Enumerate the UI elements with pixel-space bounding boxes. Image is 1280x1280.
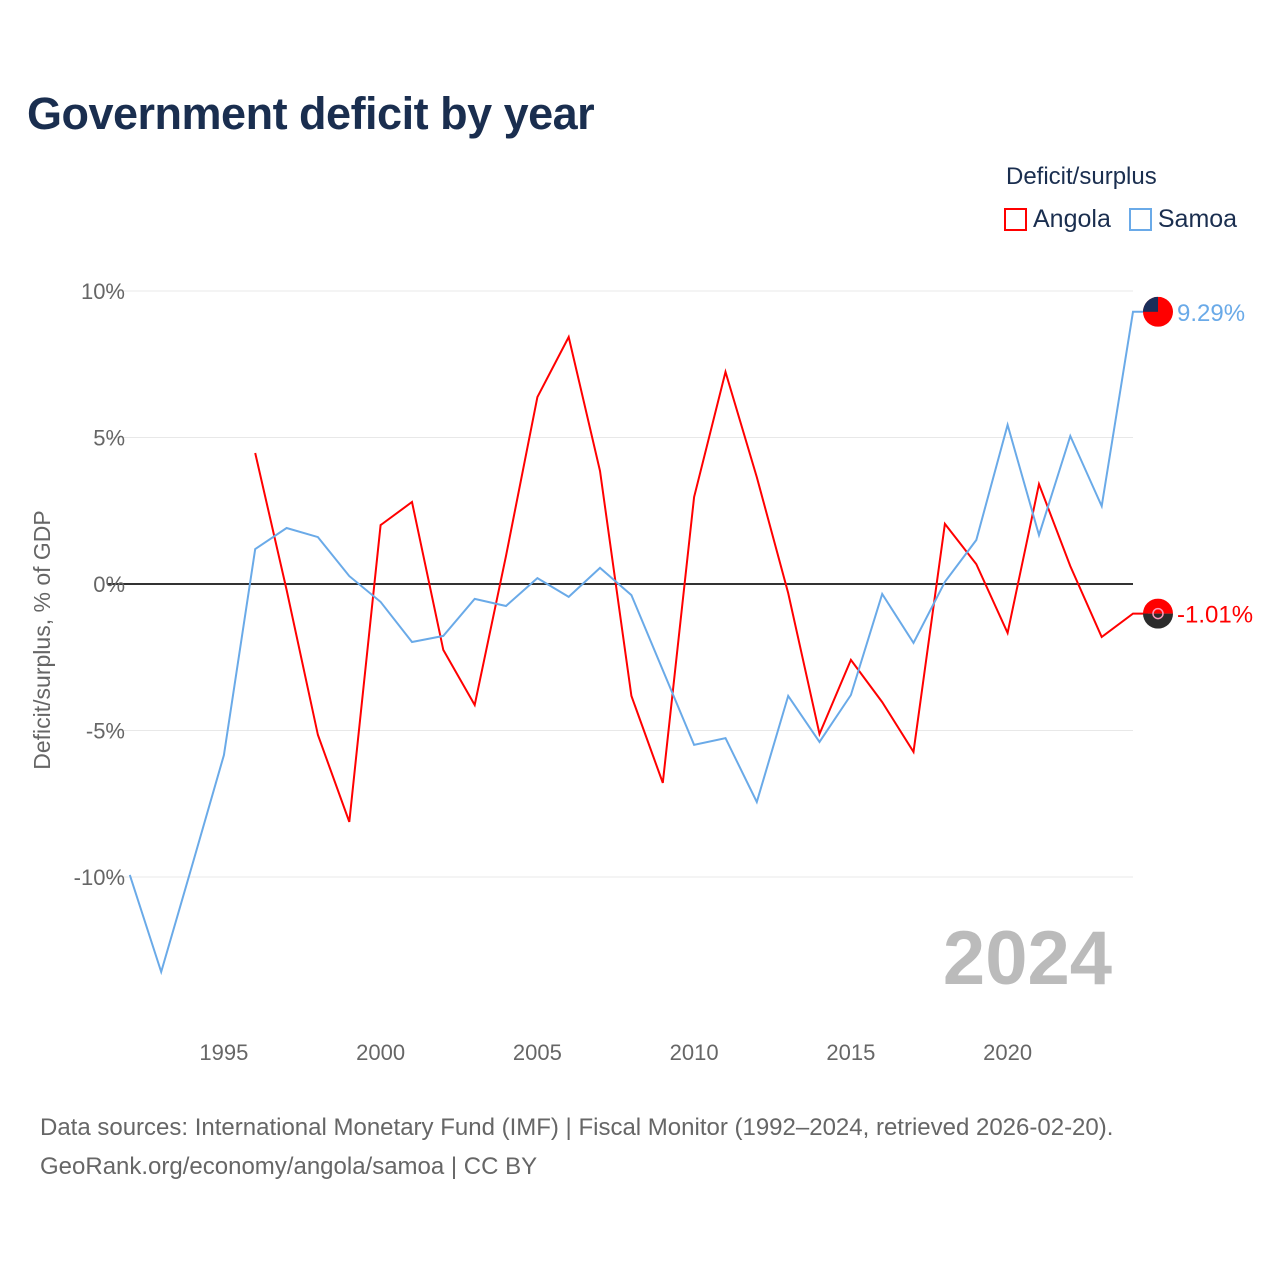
- x-tick-label: 1995: [199, 1040, 248, 1065]
- legend-swatch-angola: [1004, 208, 1027, 231]
- legend-item-angola[interactable]: Angola: [1004, 205, 1111, 234]
- legend: Angola Samoa: [1004, 205, 1237, 234]
- x-tick-label: 2000: [356, 1040, 405, 1065]
- end-label-samoa: 9.29%: [1177, 300, 1245, 327]
- flag-angola-icon: [1143, 598, 1173, 629]
- legend-swatch-samoa: [1128, 208, 1152, 231]
- flag-bottom: [1143, 613, 1173, 629]
- flag-samoa-icon: [1143, 296, 1173, 327]
- legend-label-samoa: Samoa: [1157, 205, 1238, 233]
- y-tick-label: -5%: [86, 719, 125, 744]
- x-tick-label: 2020: [983, 1040, 1032, 1065]
- y-tick-label: 5%: [93, 426, 125, 451]
- source-line-2: GeoRank.org/economy/angola/samoa | CC BY: [40, 1153, 538, 1180]
- y-tick-label: -10%: [74, 865, 125, 890]
- flag-top: [1143, 598, 1173, 614]
- x-tick-label: 2015: [826, 1040, 875, 1065]
- year-watermark: 2024: [943, 916, 1112, 1001]
- y-tick-label: 10%: [81, 279, 125, 304]
- legend-title: Deficit/surplus: [1006, 163, 1157, 190]
- x-tick-label: 2010: [670, 1040, 719, 1065]
- series-line-angola: [254, 334, 1148, 823]
- y-axis-label: Deficit/surplus, % of GDP: [29, 510, 55, 769]
- legend-label-angola: Angola: [1033, 205, 1111, 233]
- chart-title: Government deficit by year: [27, 88, 595, 139]
- series-line-samoa: [128, 310, 1148, 976]
- source-note: Data sources: International Monetary Fun…: [40, 1108, 1113, 1186]
- y-tick-label: 0%: [93, 572, 125, 597]
- flag-emblem: [1152, 607, 1164, 620]
- x-tick-label: 2005: [513, 1040, 562, 1065]
- flag-canton: [1143, 296, 1158, 312]
- legend-item-samoa[interactable]: Samoa: [1128, 205, 1238, 234]
- source-line-1: Data sources: International Monetary Fun…: [40, 1114, 1114, 1141]
- end-label-angola: -1.01%: [1177, 602, 1253, 629]
